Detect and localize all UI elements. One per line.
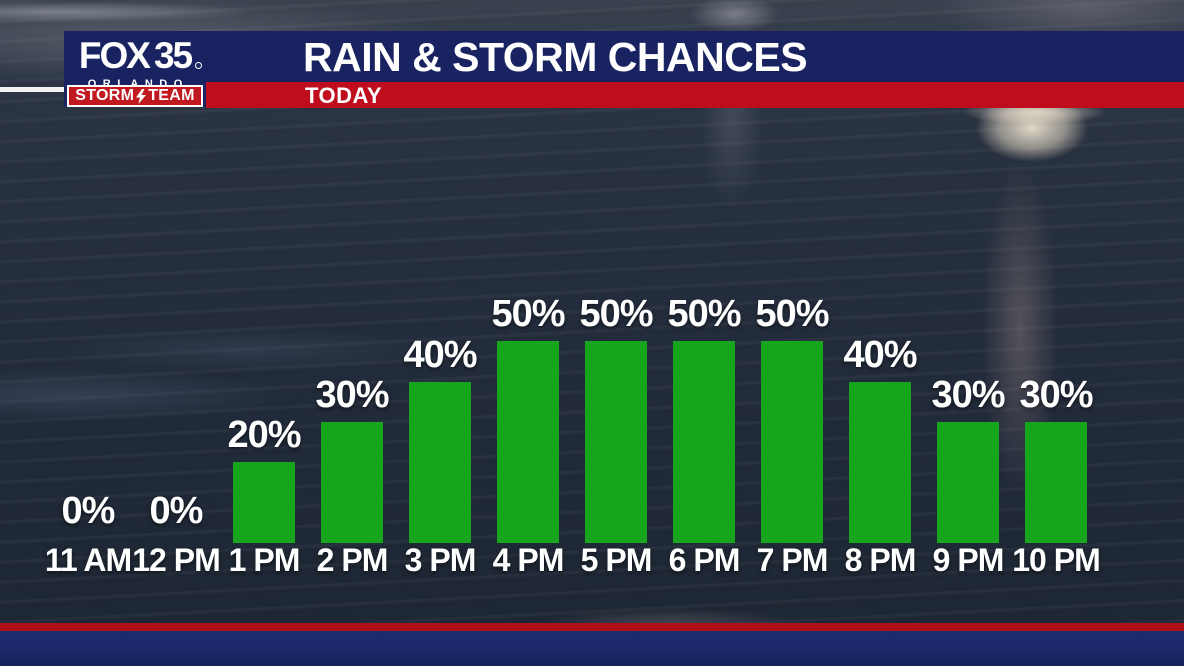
bar-value-label: 30% [315,374,389,416]
chart-column: 30% [924,270,1012,543]
storm-team-right-text: TEAM [148,87,195,104]
time-axis-label: 9 PM [932,542,1005,578]
subheader-bar: TODAY [206,82,1184,108]
station-number-text: 35 [153,35,193,76]
subheader-label: TODAY [305,83,383,108]
chart-column: 50% [660,270,748,543]
time-axis-label: 12 PM [132,542,220,578]
lightning-bolt-icon [136,88,147,104]
bar-value-label: 20% [227,414,301,456]
chart-column: 0% [132,270,220,543]
bar-value-label: 0% [61,490,116,532]
bar-value-label: 50% [579,293,653,335]
chart-column: 30% [308,270,396,543]
storm-team-badge: STORM TEAM [67,85,203,107]
time-axis-label: 11 AM [44,542,132,578]
chart-column: 50% [572,270,660,543]
chart-column: 40% [396,270,484,543]
time-axis-label: 3 PM [404,542,477,578]
time-axis-label: 10 PM [1012,542,1100,578]
station-name: FOX 35 [64,37,206,74]
time-axis-label: 6 PM [668,542,741,578]
chart-column: 40% [836,270,924,543]
rain-chance-bar [761,341,823,543]
registered-trademark-icon [195,62,202,69]
bar-value-label: 50% [755,293,829,335]
chart-column: 0% [44,270,132,543]
chart-column: 50% [748,270,836,543]
rain-chance-bar-chart: 0% 0% 20% 30% 40% 50% 50% 50% 50% 40% 30% 30% [44,270,1100,543]
time-axis-label: 5 PM [580,542,653,578]
rain-chance-bar [497,341,559,543]
station-logo: FOX 35 ORLANDO STORM TEAM [64,31,206,107]
bottom-accent-line [0,623,1184,631]
chart-column: 20% [220,270,308,543]
bar-value-label: 50% [491,293,565,335]
bar-value-label: 30% [931,374,1005,416]
time-axis-label: 4 PM [492,542,565,578]
rain-chance-bar [673,341,735,543]
rain-chance-bar [409,382,471,543]
chart-column: 30% [1012,270,1100,543]
page-title: RAIN & STORM CHANCES [303,34,808,80]
storm-team-left-text: STORM [75,87,135,104]
header-bar: RAIN & STORM CHANCES [64,31,1184,82]
time-axis-label: 8 PM [844,542,917,578]
rain-chance-bar [585,341,647,543]
rain-chance-bar [321,422,383,543]
bar-value-label: 30% [1019,374,1093,416]
bar-value-label: 40% [843,334,917,376]
time-axis-label: 2 PM [316,542,389,578]
rain-chance-bar [937,422,999,543]
time-axis-label: 1 PM [228,542,301,578]
time-axis: 11 AM 12 PM 1 PM 2 PM 3 PM 4 PM 5 PM 6 PM 7 PM 8 … [44,542,1101,578]
left-accent-stripe [0,87,64,92]
bar-value-label: 0% [149,490,204,532]
rain-chance-bar [1025,422,1087,543]
rain-chance-bar [233,462,295,543]
chart-column: 50% [484,270,572,543]
rain-chance-bar [849,382,911,543]
bar-value-label: 40% [403,334,477,376]
time-axis-label: 7 PM [756,542,829,578]
station-name-text: FOX [78,35,151,76]
bar-value-label: 50% [667,293,741,335]
bottom-bar [0,631,1184,666]
